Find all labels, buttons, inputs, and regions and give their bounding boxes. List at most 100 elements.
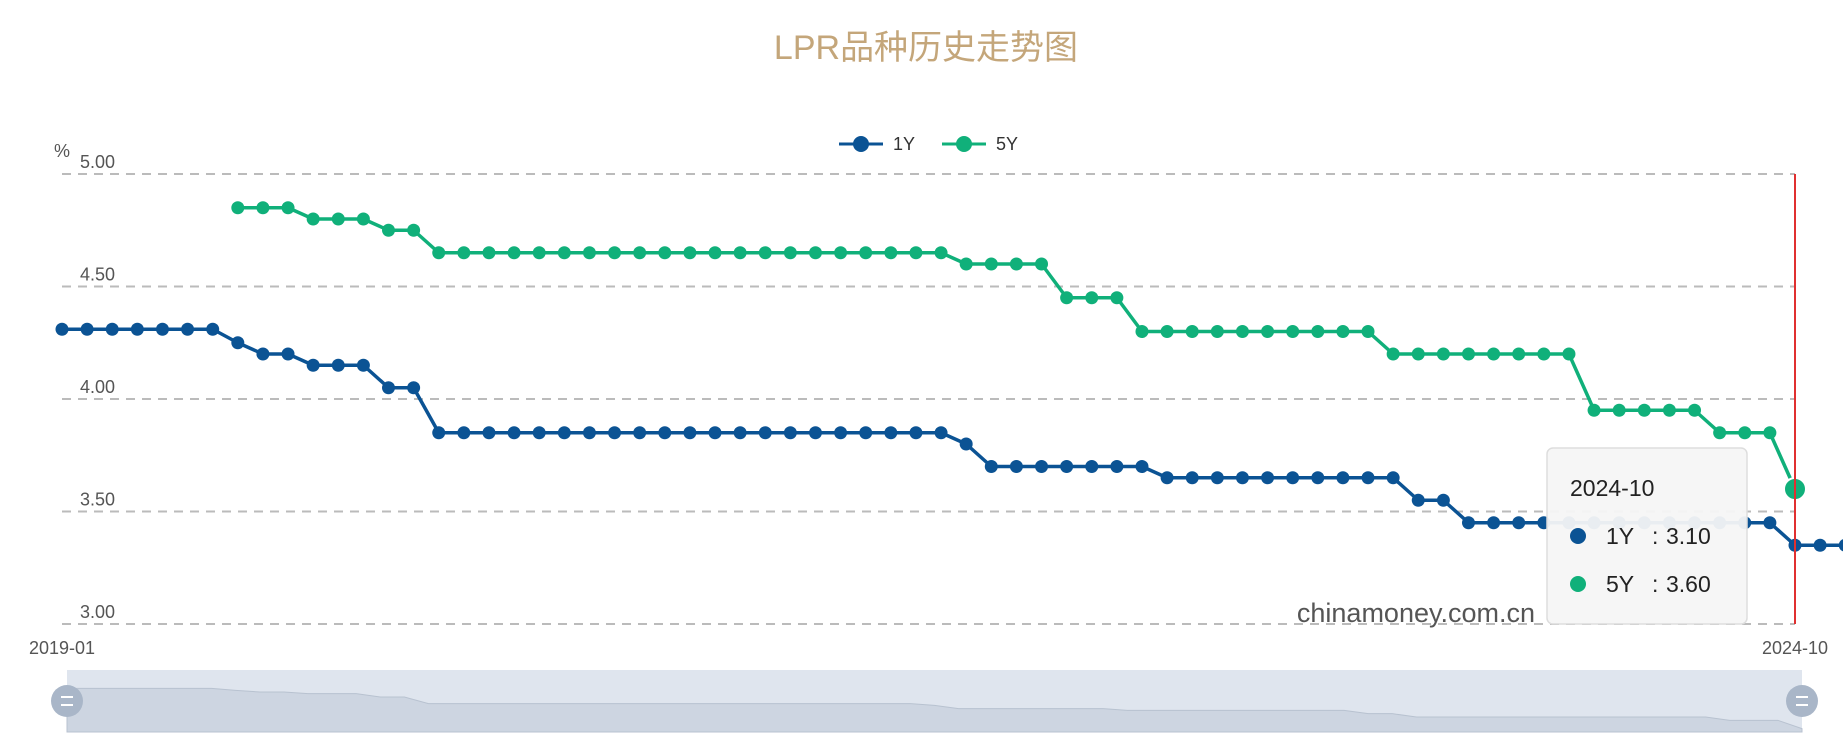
data-point[interactable]: [382, 223, 396, 237]
data-point[interactable]: [1461, 347, 1475, 361]
data-point[interactable]: [808, 426, 822, 440]
data-point[interactable]: [683, 426, 697, 440]
data-point[interactable]: [959, 257, 973, 271]
data-zoom-slider[interactable]: [51, 670, 1818, 733]
legend[interactable]: 1Y 5Y: [839, 134, 1018, 154]
data-point[interactable]: [1286, 325, 1300, 338]
data-point[interactable]: [532, 246, 546, 260]
data-point[interactable]: [306, 212, 320, 226]
data-point[interactable]: [658, 426, 672, 440]
data-point[interactable]: [1110, 460, 1124, 473]
data-point[interactable]: [1411, 347, 1425, 361]
data-point[interactable]: [407, 223, 421, 237]
data-point[interactable]: [1436, 347, 1450, 361]
data-point[interactable]: [658, 246, 672, 260]
data-point[interactable]: [306, 358, 320, 372]
data-point[interactable]: [633, 426, 647, 440]
data-point[interactable]: [1261, 471, 1275, 485]
data-point[interactable]: [231, 336, 245, 350]
data-point[interactable]: [1537, 347, 1551, 361]
data-point[interactable]: [884, 426, 898, 440]
data-point[interactable]: [1009, 460, 1023, 473]
data-point[interactable]: [1361, 471, 1375, 485]
data-point[interactable]: [834, 426, 848, 440]
data-point[interactable]: [231, 201, 245, 215]
data-point[interactable]: [834, 246, 848, 260]
data-point[interactable]: [733, 246, 747, 260]
data-point[interactable]: [482, 426, 496, 440]
data-point[interactable]: [507, 426, 521, 440]
data-point[interactable]: [55, 322, 69, 336]
data-point[interactable]: [1286, 471, 1300, 485]
data-point[interactable]: [80, 322, 94, 336]
data-point[interactable]: [482, 246, 496, 260]
data-point[interactable]: [1688, 403, 1702, 417]
data-point[interactable]: [1160, 471, 1174, 485]
data-point[interactable]: [959, 437, 973, 451]
data-point[interactable]: [859, 246, 873, 260]
data-point[interactable]: [708, 246, 722, 260]
data-point[interactable]: [984, 460, 998, 473]
data-point[interactable]: [1311, 471, 1325, 485]
data-point[interactable]: [1060, 291, 1074, 305]
data-point[interactable]: [331, 212, 345, 226]
data-point[interactable]: [206, 322, 220, 336]
data-point[interactable]: [1637, 403, 1651, 417]
data-point[interactable]: [181, 322, 195, 336]
data-point[interactable]: [708, 426, 722, 440]
data-point[interactable]: [909, 246, 923, 260]
handle-left-knob[interactable]: [51, 685, 83, 717]
data-point[interactable]: [1336, 471, 1350, 485]
data-point[interactable]: [1512, 347, 1526, 361]
data-point[interactable]: [457, 426, 471, 440]
data-point[interactable]: [1838, 539, 1843, 552]
data-point[interactable]: [1763, 516, 1777, 530]
slider-handle-right[interactable]: [1786, 685, 1818, 717]
data-point[interactable]: [407, 381, 421, 395]
data-point[interactable]: [356, 212, 370, 226]
data-point[interactable]: [934, 246, 948, 260]
data-point[interactable]: [758, 246, 772, 260]
data-point[interactable]: [281, 201, 295, 215]
data-point[interactable]: [256, 201, 270, 215]
data-point[interactable]: [1311, 325, 1325, 338]
data-point[interactable]: [1612, 403, 1626, 417]
legend-item-5y[interactable]: 5Y: [942, 134, 1018, 154]
data-point[interactable]: [1035, 257, 1049, 271]
data-point[interactable]: [1487, 516, 1501, 530]
data-point[interactable]: [934, 426, 948, 440]
data-point[interactable]: [356, 358, 370, 372]
data-point[interactable]: [1235, 325, 1249, 338]
data-point[interactable]: [1336, 325, 1350, 338]
data-point[interactable]: [1185, 325, 1199, 338]
data-point[interactable]: [1235, 471, 1249, 485]
data-point[interactable]: [432, 246, 446, 260]
data-point[interactable]: [1185, 471, 1199, 485]
data-point[interactable]: [331, 358, 345, 372]
data-point[interactable]: [1738, 426, 1752, 440]
data-point[interactable]: [1035, 460, 1049, 473]
data-point[interactable]: [1210, 471, 1224, 485]
data-point[interactable]: [1461, 516, 1475, 530]
data-point[interactable]: [884, 246, 898, 260]
data-point[interactable]: [1763, 426, 1777, 440]
data-point[interactable]: [1135, 460, 1149, 473]
data-point[interactable]: [984, 257, 998, 271]
data-point[interactable]: [859, 426, 873, 440]
data-point[interactable]: [1512, 516, 1526, 530]
data-point[interactable]: [1160, 325, 1174, 338]
data-point[interactable]: [105, 322, 119, 336]
data-point[interactable]: [130, 322, 144, 336]
data-point[interactable]: [1487, 347, 1501, 361]
data-point[interactable]: [1436, 493, 1450, 507]
data-point[interactable]: [155, 322, 169, 336]
legend-item-1y[interactable]: 1Y: [839, 134, 915, 154]
data-point[interactable]: [1361, 325, 1375, 338]
data-point[interactable]: [507, 246, 521, 260]
data-point[interactable]: [557, 246, 571, 260]
data-point[interactable]: [608, 246, 622, 260]
data-point[interactable]: [1386, 471, 1400, 485]
data-point[interactable]: [783, 246, 797, 260]
data-point[interactable]: [758, 426, 772, 440]
data-point[interactable]: [783, 426, 797, 440]
